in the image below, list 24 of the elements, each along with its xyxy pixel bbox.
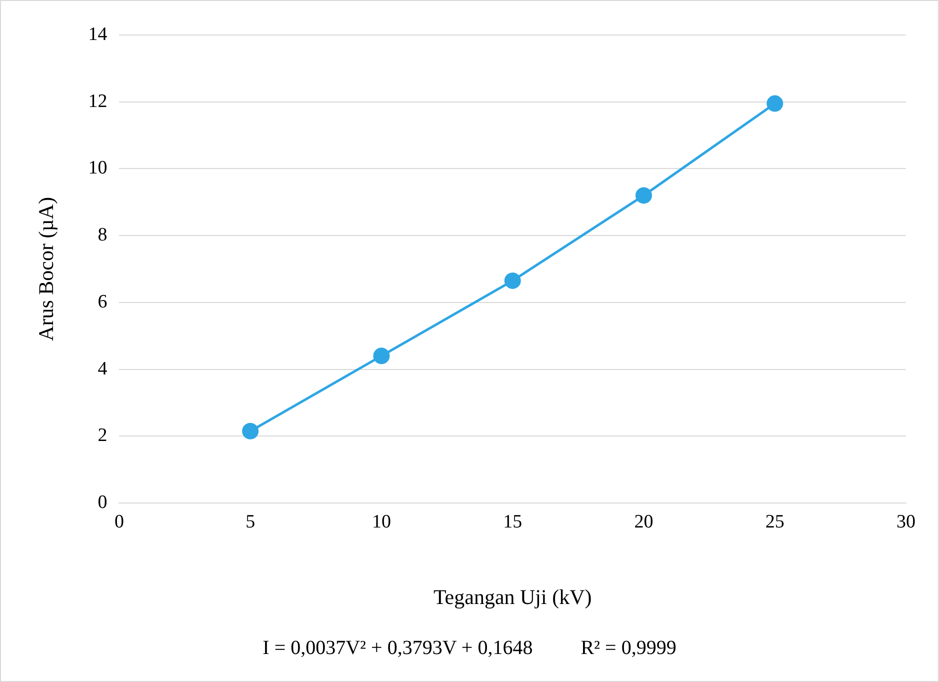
x-tick-label: 0 <box>114 511 124 532</box>
y-axis-title: Arus Bocor (µA) <box>34 197 58 341</box>
point <box>504 272 521 289</box>
x-tick-label: 30 <box>896 511 916 532</box>
point <box>766 95 784 112</box>
point <box>242 422 259 440</box>
x-tick-label: 20 <box>634 511 654 532</box>
x-tick-label: 5 <box>246 511 256 532</box>
x-tick-label: 25 <box>765 511 784 532</box>
y-tick-label: 12 <box>88 90 108 112</box>
y-tick-label: 0 <box>98 492 108 513</box>
y-tick-label: 4 <box>98 358 108 380</box>
point <box>373 348 390 364</box>
y-tick-label: 8 <box>98 224 108 246</box>
y-tick-label: 10 <box>88 158 108 179</box>
y-tick-label: 6 <box>98 291 108 312</box>
y-tick-label: 2 <box>98 425 108 446</box>
text: I = 0,0037V² + 0,3793V + 0,1648 <box>262 637 533 659</box>
point <box>635 187 652 204</box>
x-tick-label: 10 <box>372 511 391 532</box>
x-axis-title: Tegangan Uji (kV) <box>433 584 592 609</box>
y-tick-label: 14 <box>88 24 108 45</box>
x-tick-label: 15 <box>503 511 522 532</box>
text: R² = 0,9999 <box>580 637 676 659</box>
